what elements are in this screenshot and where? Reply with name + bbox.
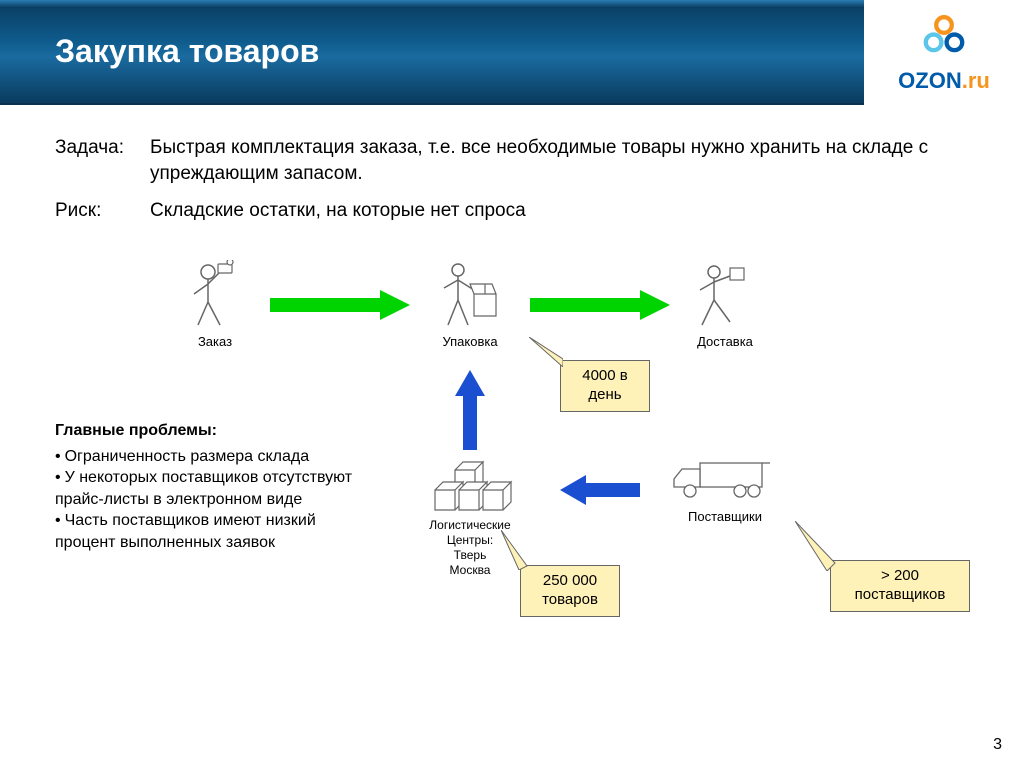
risk-body: Складские остатки, на которые нет спроса: [150, 198, 969, 224]
arrow-pack-to-delivery: [530, 290, 670, 325]
node-delivery: Доставка: [690, 260, 760, 349]
person-pack-icon: [430, 260, 510, 330]
node-delivery-label: Доставка: [690, 334, 760, 349]
node-pack-label: Упаковка: [430, 334, 510, 349]
callout-per-day: 4000 в день: [560, 360, 650, 412]
problems-list: Ограниченность размера склада У некоторы…: [55, 446, 375, 554]
callout-suppliers: > 200 поставщиков: [830, 560, 970, 612]
ozon-logo-icon: [918, 12, 970, 64]
problems-title: Главные проблемы:: [55, 420, 375, 442]
node-order-label: Заказ: [180, 334, 250, 349]
task-body: Быстрая комплектация заказа, т.е. все не…: [150, 135, 969, 186]
ozon-logo-text: OZON.ru: [898, 68, 990, 94]
node-pack: Упаковка: [430, 260, 510, 349]
node-suppliers-label: Поставщики: [670, 509, 780, 524]
page-number: 3: [993, 736, 1002, 754]
node-suppliers: Поставщики: [670, 455, 780, 524]
content-text: Задача: Быстрая комплектация заказа, т.е…: [0, 105, 1024, 246]
problems-block: Главные проблемы: Ограниченность размера…: [55, 420, 375, 554]
node-order: Заказ: [180, 260, 250, 349]
person-order-icon: [180, 260, 250, 330]
boxes-icon: [410, 450, 530, 515]
problems-item: Часть поставщиков имеют низкий процент в…: [55, 510, 375, 553]
arrow-suppliers-to-logistics: [560, 475, 640, 510]
logo-area: OZON.ru: [864, 0, 1024, 105]
header-bar: Закупка товаров OZON.ru: [0, 0, 1024, 105]
callout-goods: 250 000 товаров: [520, 565, 620, 617]
task-label: Задача:: [55, 135, 150, 186]
person-delivery-icon: [690, 260, 760, 330]
problems-item: У некоторых поставщиков отсутствуют прай…: [55, 467, 375, 510]
slide-title: Закупка товаров: [55, 33, 319, 70]
problems-item: Ограниченность размера склада: [55, 446, 375, 468]
truck-icon: [670, 455, 780, 505]
arrow-logistics-to-pack: [455, 370, 485, 455]
risk-label: Риск:: [55, 198, 150, 224]
arrow-order-to-pack: [270, 290, 410, 325]
